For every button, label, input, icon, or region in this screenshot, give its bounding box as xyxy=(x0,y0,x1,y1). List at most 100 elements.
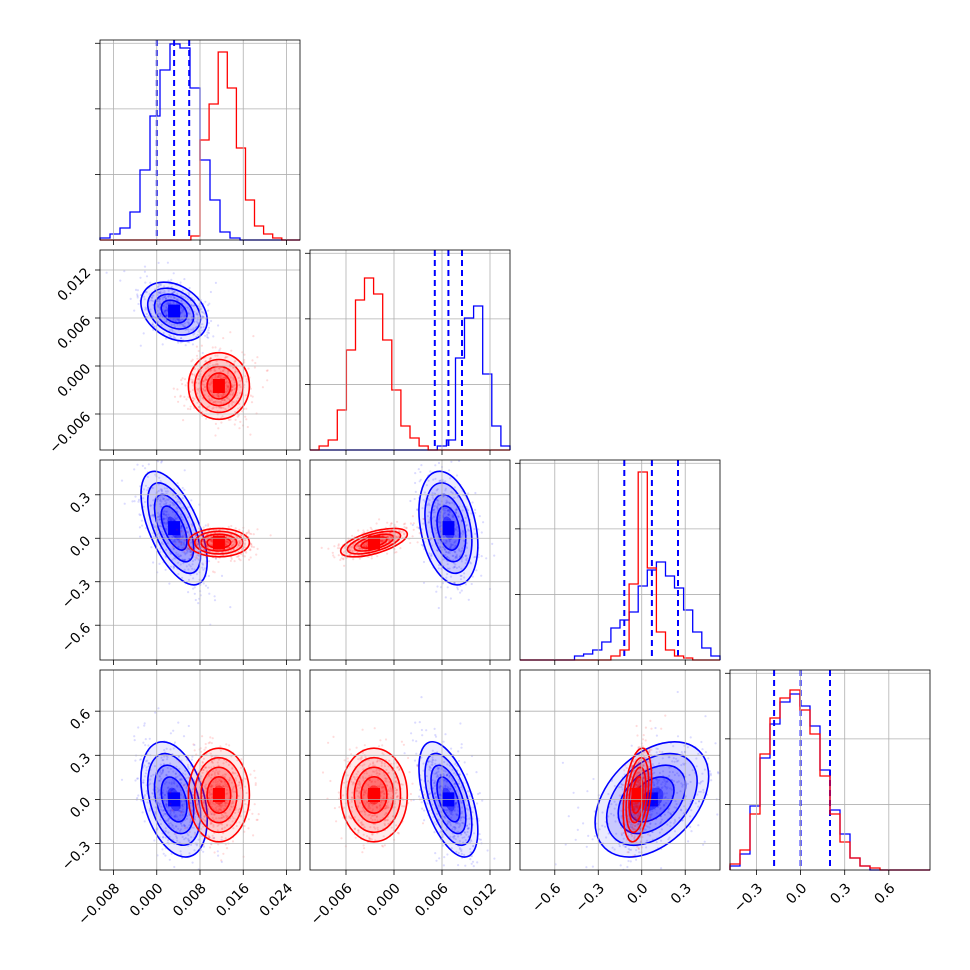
sample-point xyxy=(248,808,251,812)
sample-point xyxy=(458,460,461,462)
sample-point xyxy=(150,296,153,299)
sample-point xyxy=(439,524,443,527)
sample-point xyxy=(216,375,219,378)
sample-point xyxy=(217,375,220,378)
sample-point xyxy=(207,791,210,794)
sample-point xyxy=(226,541,230,544)
sample-point xyxy=(145,275,149,278)
sample-point xyxy=(463,576,466,579)
sample-point xyxy=(202,801,205,804)
sample-point xyxy=(219,745,222,748)
sample-point xyxy=(183,395,186,398)
sample-point xyxy=(219,370,222,373)
sample-point xyxy=(180,306,183,309)
sample-point xyxy=(179,793,183,796)
sample-point xyxy=(384,812,387,815)
sample-point xyxy=(177,299,180,302)
sample-point xyxy=(203,785,206,788)
sample-point xyxy=(195,539,198,542)
sample-point xyxy=(363,744,366,747)
sample-point xyxy=(192,587,195,590)
sample-point xyxy=(227,546,231,549)
sample-point xyxy=(200,307,203,310)
sample-point xyxy=(245,532,248,535)
sample-point xyxy=(461,529,464,532)
sample-point xyxy=(160,805,163,808)
sample-point xyxy=(178,500,181,503)
sample-point xyxy=(192,780,195,784)
sample-point xyxy=(439,793,442,796)
sample-point xyxy=(212,824,215,827)
sample-point xyxy=(238,784,241,787)
sample-point xyxy=(163,311,166,314)
sample-point xyxy=(405,526,408,529)
sample-point xyxy=(461,786,464,789)
sample-point xyxy=(160,489,163,492)
sample-point xyxy=(364,802,367,806)
sample-point xyxy=(165,800,169,803)
sample-point xyxy=(451,779,454,782)
sample-point xyxy=(164,854,167,857)
sample-point xyxy=(222,402,225,405)
sample-point xyxy=(191,809,194,812)
sample-point xyxy=(408,771,411,774)
sample-point xyxy=(235,779,238,782)
sample-point xyxy=(210,812,213,816)
sample-point xyxy=(207,374,210,378)
sample-point xyxy=(427,521,430,524)
sample-point xyxy=(187,724,190,728)
sample-point xyxy=(244,415,247,418)
sample-point xyxy=(187,834,190,837)
sample-point xyxy=(252,546,255,549)
sample-point xyxy=(217,373,220,376)
sample-point xyxy=(140,758,143,761)
sample-point xyxy=(256,547,259,551)
sample-point xyxy=(446,822,449,825)
sample-point xyxy=(149,796,152,799)
sample-point xyxy=(396,766,400,769)
sample-point xyxy=(454,795,457,798)
sample-point xyxy=(445,576,448,579)
sample-point xyxy=(197,378,200,381)
sample-point xyxy=(437,518,440,521)
sample-point xyxy=(222,807,225,810)
sample-point xyxy=(204,783,208,786)
sample-point xyxy=(201,323,204,326)
sample-point xyxy=(244,539,247,542)
sample-point xyxy=(193,749,196,752)
sample-point xyxy=(380,799,383,802)
sample-point xyxy=(150,775,153,778)
sample-point xyxy=(143,500,147,504)
sample-point xyxy=(209,357,212,360)
sample-point xyxy=(187,578,191,582)
sample-point xyxy=(207,560,211,563)
sample-point xyxy=(428,511,431,514)
sample-point xyxy=(208,405,211,408)
sample-point xyxy=(201,397,204,400)
sample-point xyxy=(172,272,175,275)
sample-point xyxy=(442,740,445,743)
sample-point xyxy=(224,802,227,805)
sample-point xyxy=(165,320,168,323)
sample-point xyxy=(225,377,228,380)
sample-point xyxy=(194,556,197,559)
sample-point xyxy=(418,480,421,483)
sample-point xyxy=(184,538,187,542)
sample-point xyxy=(214,803,217,806)
sample-point xyxy=(149,281,152,284)
sample-point xyxy=(458,555,462,558)
sample-point xyxy=(161,848,164,851)
sample-point xyxy=(409,541,412,545)
sample-point xyxy=(450,816,453,819)
sample-point xyxy=(213,367,216,370)
sample-point xyxy=(386,521,389,524)
sample-point xyxy=(159,284,162,287)
sample-point xyxy=(191,563,194,566)
sample-point xyxy=(209,846,212,849)
sample-point xyxy=(232,391,235,394)
sample-point xyxy=(423,491,426,494)
sample-point xyxy=(184,827,187,830)
sample-point xyxy=(187,591,190,594)
sample-point xyxy=(431,749,434,752)
sample-point xyxy=(445,774,448,777)
